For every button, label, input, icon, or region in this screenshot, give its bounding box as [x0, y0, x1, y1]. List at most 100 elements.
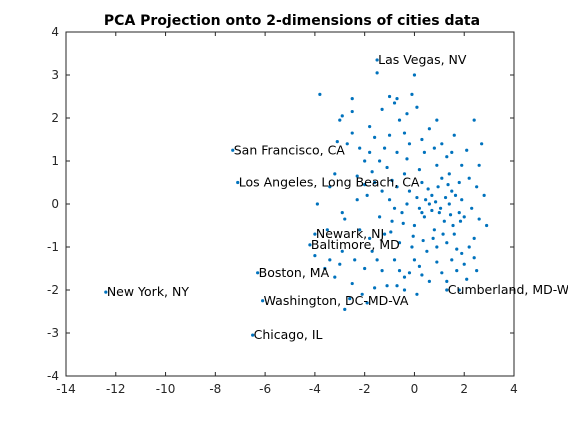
scatter-point — [465, 148, 469, 152]
point-annotations: Las Vegas, NV San Francisco, CA Los Angele… — [107, 52, 568, 342]
scatter-point — [445, 241, 449, 245]
scatter-point — [405, 112, 409, 116]
scatter-point — [430, 193, 434, 197]
scatter-point — [385, 165, 389, 170]
scatter-point — [412, 258, 417, 262]
scatter-point — [457, 180, 461, 185]
scatter-point — [256, 271, 260, 275]
scatter-point — [450, 189, 454, 193]
y-tick-label: 3 — [51, 68, 59, 82]
x-tick-label: -2 — [359, 382, 371, 396]
scatter-point — [472, 236, 476, 240]
scatter-point — [373, 180, 377, 185]
plot-area — [65, 31, 515, 377]
x-tick-label: -4 — [309, 382, 321, 396]
scatter-point — [355, 198, 359, 202]
scatter-point — [340, 211, 344, 215]
scatter-point — [395, 97, 399, 101]
scatter-point — [477, 163, 481, 167]
scatter-point — [401, 221, 405, 225]
x-tick-label: 4 — [510, 382, 518, 396]
point-annotation: Chicago, IL — [254, 327, 323, 342]
scatter-point — [350, 131, 354, 135]
scatter-point — [415, 105, 419, 109]
scatter-point — [482, 193, 486, 197]
scatter-point — [446, 183, 450, 187]
scatter-point — [390, 178, 394, 182]
point-annotation: New York, NY — [107, 284, 190, 299]
scatter-point — [328, 185, 332, 189]
scatter-point — [472, 256, 476, 260]
y-tick-label: 1 — [51, 154, 59, 168]
scatter-point — [375, 58, 379, 62]
scatter-point — [447, 172, 451, 176]
scatter-point — [313, 254, 317, 258]
scatter-point — [452, 232, 456, 236]
scatter-point — [440, 142, 444, 146]
scatter-point — [395, 150, 399, 154]
point-annotation: Newark, NJ — [316, 226, 384, 241]
scatter-point — [350, 281, 354, 286]
scatter-point — [477, 217, 481, 221]
scatter-point — [420, 273, 424, 277]
scatter-point — [392, 258, 397, 262]
scatter-point — [380, 107, 384, 111]
scatter-point — [451, 223, 455, 228]
scatter-point — [410, 245, 414, 249]
scatter-point — [420, 211, 424, 215]
scatter-point — [411, 234, 415, 238]
scatter-point — [397, 241, 402, 245]
scatter-point — [460, 163, 464, 167]
scatter-point — [455, 269, 459, 273]
scatter-point — [452, 133, 456, 137]
scatter-point — [318, 92, 322, 96]
scatter-point — [340, 249, 344, 253]
scatter-point — [387, 133, 392, 137]
scatter-point — [392, 206, 397, 210]
scatter-point — [353, 258, 357, 262]
x-tick-label: 0 — [411, 382, 419, 396]
scatter-point — [365, 193, 369, 197]
scatter-point — [447, 202, 451, 206]
scatter-point — [417, 168, 422, 172]
scatter-point — [421, 238, 425, 243]
scatter-point — [358, 146, 362, 150]
scatter-point — [405, 202, 409, 206]
scatter-point — [457, 211, 461, 215]
point-annotation: Boston, MA — [259, 265, 330, 280]
scatter-point — [343, 217, 347, 221]
scatter-point — [370, 170, 374, 174]
scatter-point — [412, 223, 417, 228]
scatter-point — [365, 301, 369, 305]
scatter-point — [432, 228, 436, 232]
scatter-point — [412, 73, 417, 77]
y-tick-label: 4 — [51, 25, 59, 39]
scatter-point — [407, 142, 412, 146]
scatter-point — [402, 131, 407, 135]
scatter-point — [368, 150, 372, 154]
scatter-point — [333, 172, 337, 176]
point-annotation: Cumberland, MD-WV — [448, 282, 568, 297]
scatter-point — [363, 159, 367, 163]
scatter-point — [395, 284, 399, 288]
scatter-point — [402, 172, 407, 176]
scatter-point — [422, 215, 426, 219]
scatter-point — [417, 264, 422, 268]
scatter-point — [380, 269, 384, 273]
scatter-point — [420, 137, 424, 142]
scatter-point — [467, 176, 471, 180]
scatter-point — [323, 266, 327, 271]
scatter-point — [261, 299, 265, 303]
scatter-point — [350, 109, 354, 114]
scatter-point — [335, 140, 339, 144]
scatter-point — [440, 176, 444, 180]
scatter-point — [382, 232, 387, 236]
scatter-point — [370, 249, 374, 253]
scatter-point — [424, 198, 428, 202]
scatter-point — [443, 195, 448, 200]
scatter-point — [231, 148, 235, 152]
scatter-point — [313, 232, 317, 236]
scatter-point — [434, 200, 438, 204]
